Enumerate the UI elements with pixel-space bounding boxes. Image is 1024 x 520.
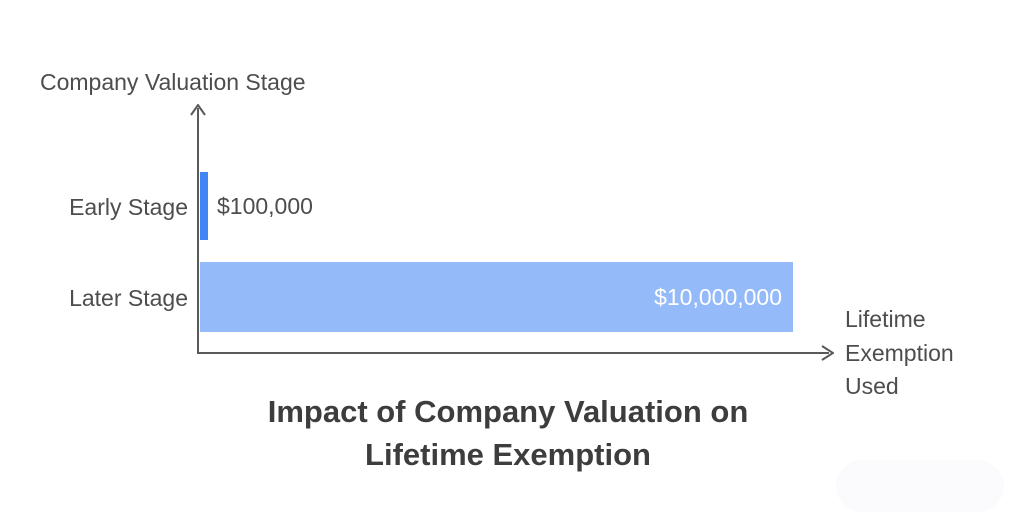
- watermark-ghost: [836, 460, 1004, 512]
- x-axis-line: [197, 352, 829, 354]
- y-axis-line: [197, 108, 199, 354]
- y-axis-arrow-up-icon: [190, 104, 206, 116]
- category-label-early-stage: Early Stage: [69, 194, 188, 220]
- bar-row-later-stage: $10,000,000: [200, 262, 793, 332]
- category-label-later-stage: Later Stage: [69, 285, 188, 311]
- x-axis-arrow-right-icon: [821, 345, 834, 361]
- bar-early-stage: [200, 172, 208, 240]
- x-axis-label: Lifetime Exemption Used: [845, 306, 954, 399]
- y-axis-label: Company Valuation Stage: [40, 69, 306, 95]
- bar-later-stage: $10,000,000: [200, 262, 793, 332]
- chart-title: Impact of Company Valuation on Lifetime …: [267, 394, 749, 472]
- value-label-early-stage: $100,000: [217, 192, 313, 219]
- bar-row-early-stage: $100,000: [200, 172, 313, 240]
- value-label-later-stage: $10,000,000: [654, 283, 782, 310]
